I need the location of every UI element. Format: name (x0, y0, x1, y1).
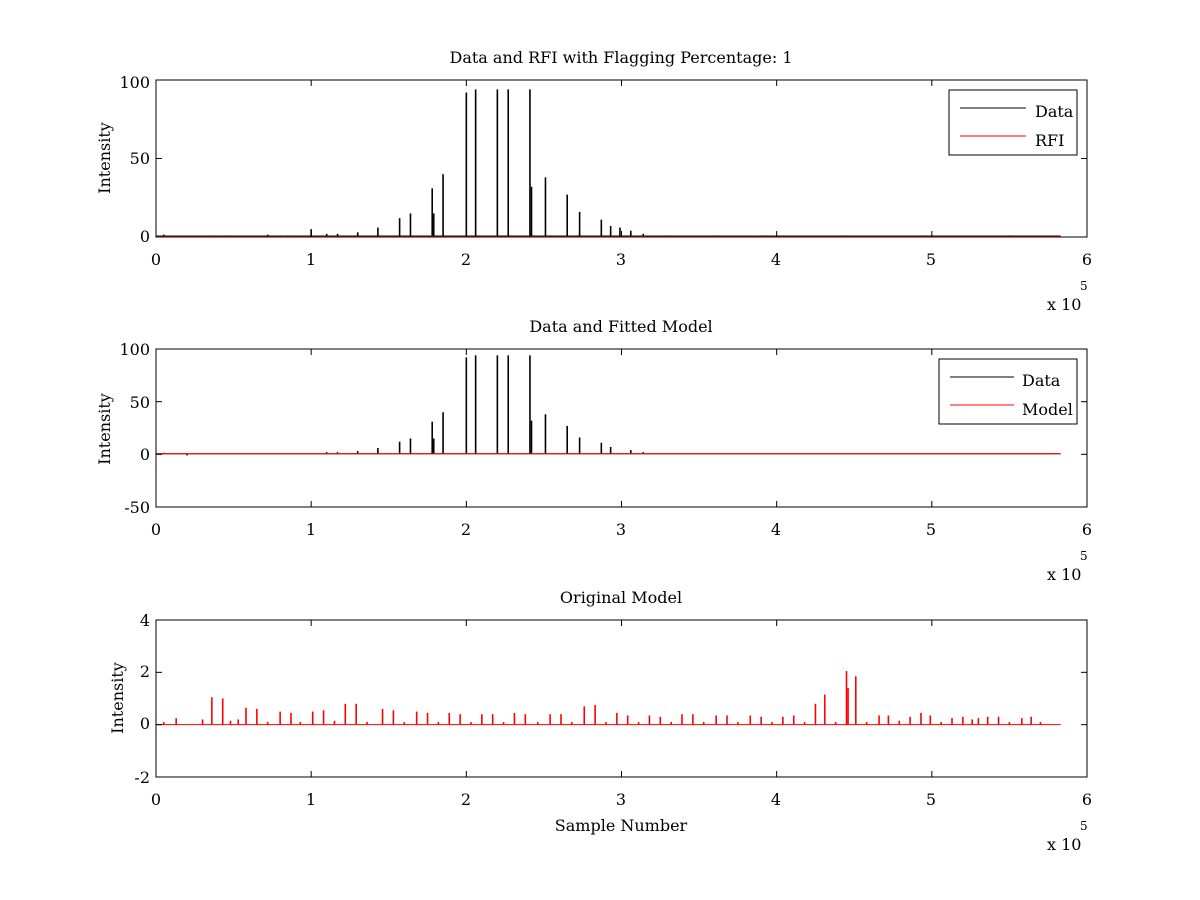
x-tick-label: 3 (616, 520, 626, 539)
legend: Data Model (938, 358, 1078, 425)
y-tick-label: 2 (140, 662, 150, 681)
legend-box (948, 89, 1078, 156)
y-axis-label: Intensity (95, 393, 114, 465)
legend-label-rfi: RFI (1035, 131, 1064, 150)
x-multiplier-base: x 10 (1047, 565, 1081, 584)
x-axis-label: Sample Number (555, 816, 688, 835)
x-tick-label: 6 (1082, 790, 1092, 809)
y-tick-label: 50 (130, 393, 150, 412)
x-multiplier-base: x 10 (1047, 295, 1081, 314)
y-tick-label: 0 (140, 445, 150, 464)
x-tick-label: 4 (771, 790, 781, 809)
y-tick-marks (156, 79, 1087, 238)
y-tick-label: 100 (119, 73, 150, 92)
x-tick-marks (155, 620, 1088, 777)
chart-title: Original Model (560, 588, 682, 607)
x-tick-label: 2 (461, 790, 471, 809)
legend: Data RFI (948, 89, 1078, 156)
y-tick-marks (156, 619, 1087, 778)
x-tick-label: 1 (306, 790, 316, 809)
legend-label-data: Data (1035, 102, 1074, 121)
chart-title: Data and Fitted Model (529, 317, 712, 336)
x-tick-label: 4 (771, 520, 781, 539)
x-multiplier-exponent: 5 (1080, 279, 1088, 293)
x-tick-label: 5 (926, 520, 936, 539)
x-tick-label: 0 (151, 520, 161, 539)
x-tick-label: 0 (151, 250, 161, 269)
y-tick-label: 0 (140, 227, 150, 246)
series-layer (156, 355, 1061, 456)
x-tick-label: 2 (461, 250, 471, 269)
y-tick-label: -50 (124, 498, 150, 517)
subplot-bottom: Original Model Intensity 0 1 2 3 4 5 6 -… (108, 588, 1092, 854)
x-tick-marks (155, 80, 1088, 237)
x-tick-label: 0 (151, 790, 161, 809)
x-multiplier-exponent: 5 (1080, 549, 1088, 563)
legend-label-data: Data (1022, 371, 1061, 390)
y-axis-label: Intensity (108, 662, 127, 734)
y-tick-label: -2 (134, 768, 150, 787)
x-tick-label: 5 (926, 790, 936, 809)
y-tick-marks (156, 348, 1087, 508)
chart-title: Data and RFI with Flagging Percentage: 1 (449, 48, 792, 67)
y-axis-label: Intensity (95, 122, 114, 194)
y-tick-label: 4 (140, 611, 150, 630)
legend-box (938, 358, 1078, 425)
x-tick-label: 2 (461, 520, 471, 539)
series-layer (156, 671, 1061, 726)
x-multiplier-base: x 10 (1047, 835, 1081, 854)
x-tick-label: 6 (1082, 520, 1092, 539)
x-tick-label: 3 (616, 790, 626, 809)
x-tick-label: 5 (926, 250, 936, 269)
subplot-top: Data and RFI with Flagging Percentage: 1… (95, 48, 1092, 314)
x-tick-label: 4 (771, 250, 781, 269)
x-multiplier-exponent: 5 (1080, 819, 1088, 833)
x-tick-marks (155, 349, 1088, 507)
y-tick-label: 100 (119, 340, 150, 359)
x-tick-label: 1 (306, 250, 316, 269)
x-tick-label: 6 (1082, 250, 1092, 269)
legend-label-model: Model (1022, 400, 1073, 419)
subplot-middle: Data and Fitted Model Intensity 0 1 2 3 … (95, 317, 1092, 584)
y-tick-label: 0 (140, 714, 150, 733)
x-tick-label: 3 (616, 250, 626, 269)
y-tick-label: 50 (130, 149, 150, 168)
x-tick-label: 1 (306, 520, 316, 539)
